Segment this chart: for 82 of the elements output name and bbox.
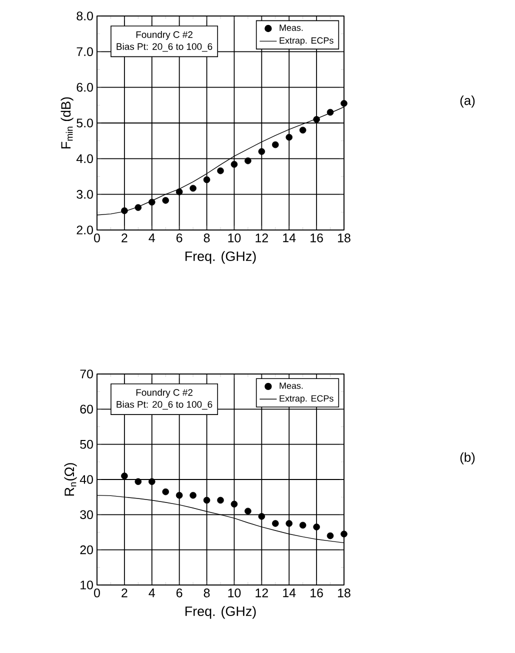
point — [176, 188, 183, 196]
point — [134, 478, 142, 485]
y-tick-label: 50 — [80, 440, 93, 449]
y-tick-label: 5.0 — [76, 118, 93, 128]
x-tick-label: 12 — [256, 588, 268, 598]
point — [121, 207, 128, 214]
point — [162, 197, 169, 204]
text: (a) — [460, 96, 475, 108]
point — [162, 488, 169, 496]
y-tick-label: 4.0 — [76, 154, 93, 164]
x-tick-label: 12 — [256, 234, 268, 242]
point — [326, 108, 334, 116]
y-tick-label: 40 — [80, 475, 93, 484]
x-tick-label: 6 — [176, 588, 182, 598]
text: (b) — [460, 452, 475, 464]
point — [340, 530, 348, 538]
point — [313, 116, 320, 123]
point — [258, 513, 266, 520]
x-axis-title: Freq. (GHz) — [185, 606, 256, 619]
point — [299, 522, 306, 529]
point — [190, 184, 196, 192]
legend-label: Extrap. ECPs — [280, 395, 334, 404]
y-tick-label: 20 — [80, 545, 93, 554]
y-tick-label: 7.0 — [76, 47, 93, 56]
legend-label: Extrap. ECPs — [280, 37, 334, 46]
x-tick-label: 2 — [122, 234, 128, 242]
y-tick-label: 3.0 — [76, 190, 93, 199]
point — [148, 478, 156, 485]
annotation: Bias Pt: 20_6 to 100_6 — [116, 42, 212, 52]
point — [272, 141, 279, 148]
x-tick-label: 4 — [148, 234, 155, 242]
x-tick-label: 10 — [228, 588, 241, 598]
point — [203, 176, 210, 184]
y-tick-label: 60 — [80, 404, 93, 414]
x-tick-label: 2 — [122, 588, 128, 598]
point — [286, 134, 292, 141]
y-tick-label: 2.0 — [76, 226, 93, 234]
x-tick-label: 18 — [338, 234, 350, 242]
y-tick-label: 30 — [80, 510, 93, 520]
x-tick-label: 8 — [204, 588, 210, 598]
point — [190, 492, 196, 499]
x-tick-label: 14 — [283, 234, 296, 242]
point — [230, 500, 238, 508]
point — [286, 520, 292, 527]
y-axis-title: F$_{min}$ (dB) — [60, 97, 74, 148]
y-tick-label: 6.0 — [76, 82, 93, 92]
point — [121, 472, 128, 480]
point — [272, 520, 279, 527]
x-tick-label: 8 — [204, 234, 210, 242]
y-tick-label: 8.0 — [76, 12, 93, 20]
point — [217, 496, 224, 504]
point — [258, 148, 266, 155]
point — [230, 160, 238, 168]
legend-label: Meas. — [280, 24, 303, 31]
x-tick-label: 0 — [94, 588, 100, 598]
x-tick-label: 0 — [94, 234, 100, 242]
y-tick-label: 10 — [80, 580, 93, 590]
x-tick-label: 14 — [283, 588, 296, 598]
point — [244, 508, 252, 515]
x-tick-label: 4 — [148, 588, 155, 598]
point — [244, 157, 252, 164]
x-tick-label: 16 — [310, 588, 323, 598]
y-axis-title: R$_{n}$(Ω) — [64, 463, 77, 496]
point — [326, 532, 334, 540]
point — [217, 167, 224, 174]
annotation: Bias Pt: 20_6 to 100_6 — [116, 400, 212, 410]
point — [148, 198, 156, 206]
point — [176, 492, 183, 499]
y-tick-label: 70 — [80, 370, 93, 378]
point — [299, 126, 306, 134]
legend-label: Meas. — [280, 382, 303, 389]
x-tick-label: 18 — [338, 588, 350, 598]
annotation: Foundry C #2 — [136, 388, 192, 398]
point — [203, 496, 210, 504]
annotation: Foundry C #2 — [136, 31, 192, 40]
x-tick-label: 16 — [310, 234, 323, 242]
x-tick-label: 6 — [176, 234, 182, 242]
x-tick-label: 10 — [228, 234, 241, 242]
point — [340, 100, 348, 107]
point — [313, 524, 320, 530]
point — [134, 204, 142, 211]
x-axis-title: Freq. (GHz) — [185, 251, 256, 264]
